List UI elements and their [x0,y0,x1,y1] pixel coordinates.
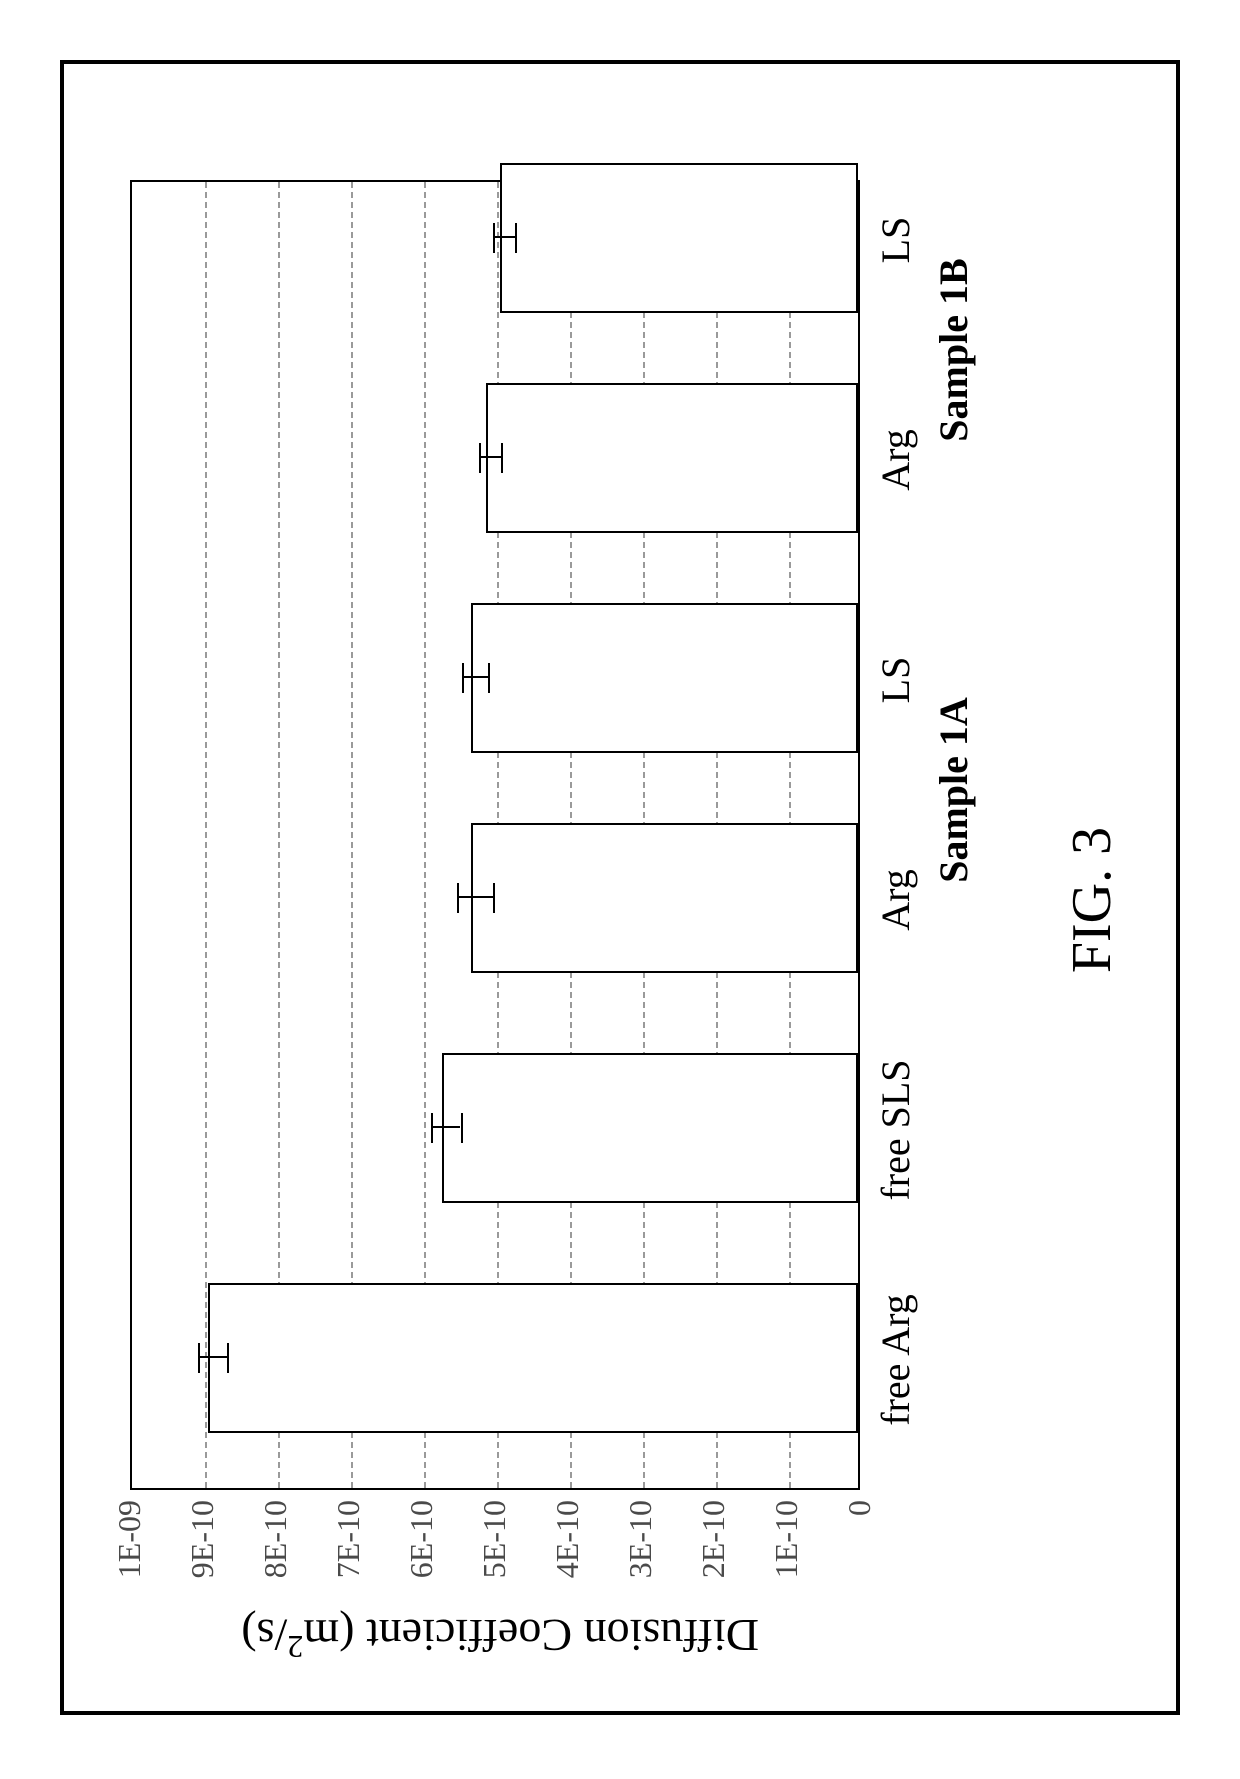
bar [208,1283,858,1433]
y-axis-label: Diffusion Coefficient (m2/s) [135,1609,865,1665]
group-label: Sample 1A [930,590,977,990]
y-tick-label: 6E-10 [403,1500,440,1578]
bar [486,383,858,533]
chart-rotated-container: Diffusion Coefficient (m2/s) FIG. 3 0 1E-… [90,120,1150,1680]
group-label: Sample 1B [930,150,977,550]
x-tick-label: LS [872,560,919,800]
error-bar-cap [501,443,503,473]
figure-caption-text: FIG. 3 [1061,827,1123,973]
y-tick-label: 8E-10 [257,1500,294,1578]
y-tick-label: 1E-10 [768,1500,805,1578]
x-tick-label: free Arg [872,1240,919,1480]
error-bar-cap [493,883,495,913]
bar [471,823,858,973]
error-bar-cap [457,883,459,913]
error-bar [457,896,494,898]
y-tick-label: 4E-10 [549,1500,586,1578]
error-bar-cap [461,1113,463,1143]
error-bar-cap [227,1343,229,1373]
y-tick-label: 0 [841,1500,878,1516]
x-tick-label: Arg [872,340,919,580]
y-tick-label: 1E-09 [111,1500,148,1578]
y-tick-label: 9E-10 [184,1500,221,1578]
gridline [205,182,207,1488]
error-bar [462,676,488,678]
bar [500,163,858,313]
y-axis-label-part1: Diffusion Coefficient (m [303,1610,759,1661]
error-bar-cap [479,443,481,473]
y-tick-label: 3E-10 [622,1500,659,1578]
bar [442,1053,858,1203]
plot-area [130,180,860,1490]
error-bar-cap [493,223,495,253]
y-axis-label-sup: 2 [287,1629,303,1665]
page: Diffusion Coefficient (m2/s) FIG. 3 0 1E-… [0,0,1240,1779]
x-tick-label: LS [872,120,919,360]
y-tick-label: 5E-10 [476,1500,513,1578]
y-axis-label-part2: /s) [241,1610,287,1661]
error-bar [493,236,515,238]
error-bar-cap [198,1343,200,1373]
y-tick-label: 7E-10 [330,1500,367,1578]
bar [471,603,858,753]
x-tick-label: Arg [872,780,919,1020]
error-bar-cap [515,223,517,253]
x-tick-label: free SLS [872,1010,919,1250]
error-bar-cap [488,663,490,693]
figure-caption: FIG. 3 [1060,750,1124,1050]
error-bar-cap [462,663,464,693]
error-bar [479,456,501,458]
error-bar [198,1356,227,1358]
error-bar-cap [431,1113,433,1143]
error-bar [431,1126,460,1128]
y-tick-label: 2E-10 [695,1500,732,1578]
